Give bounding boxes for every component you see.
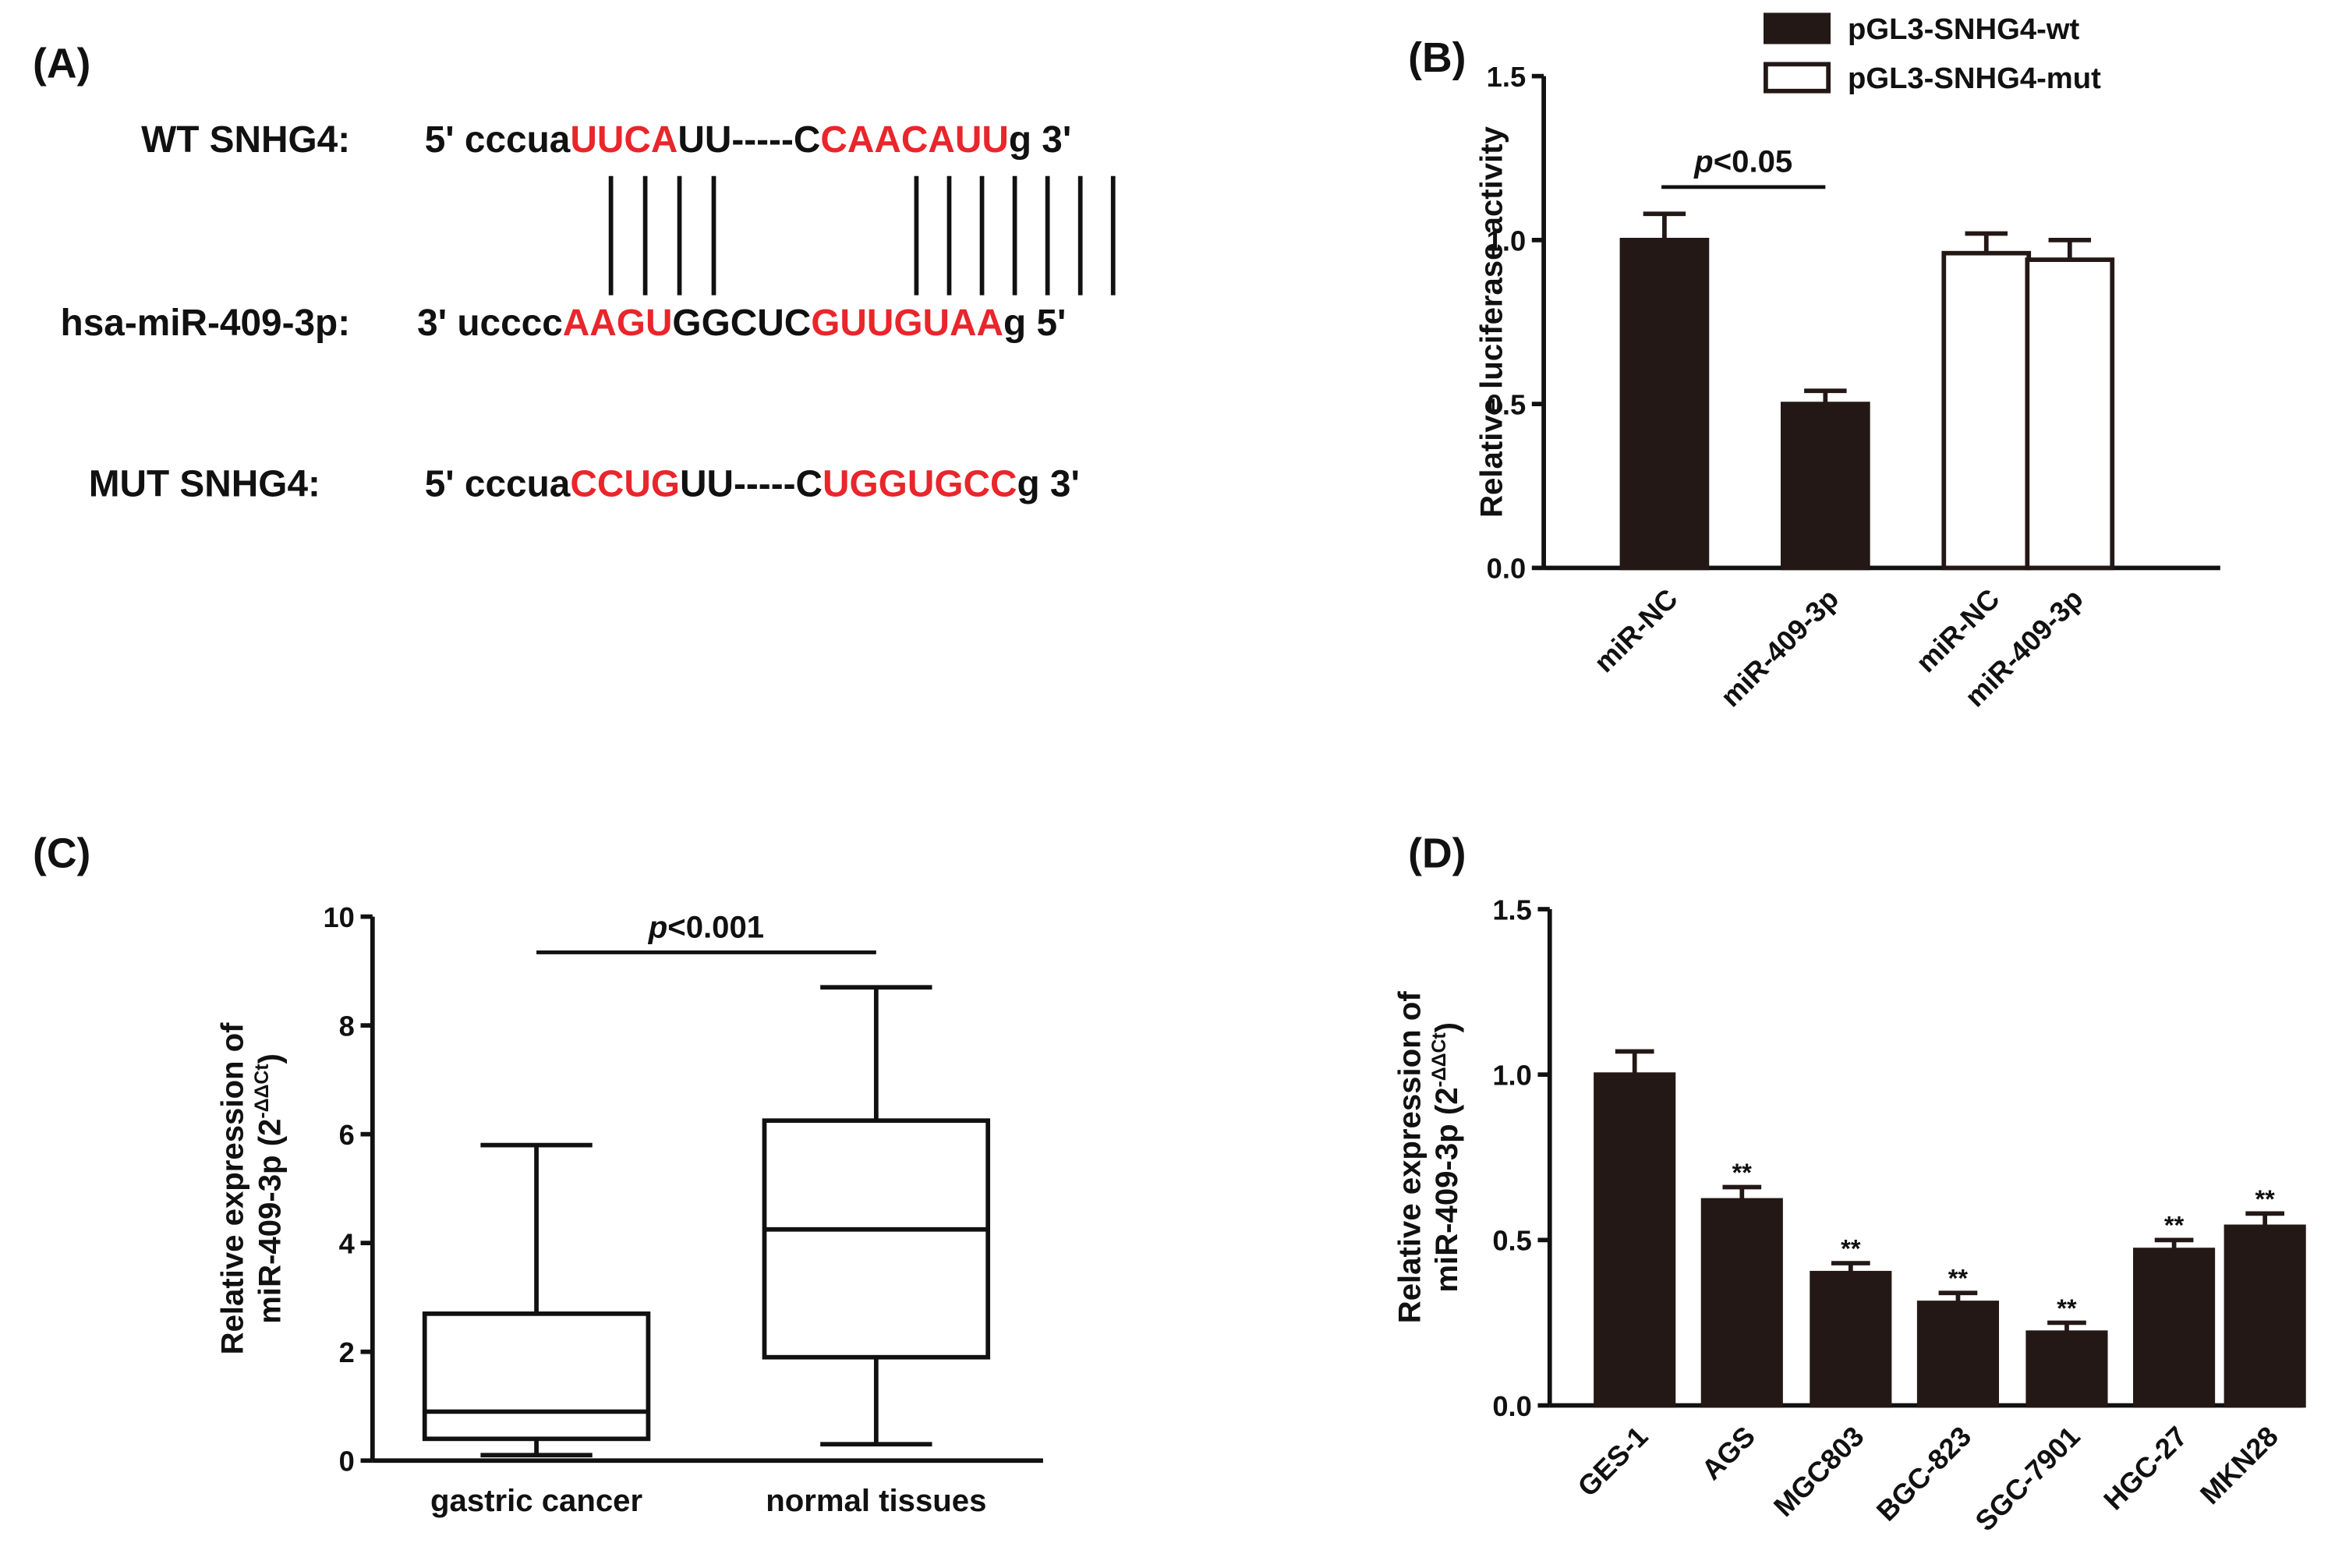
panel-tag: (D) [1408, 831, 1466, 877]
y-tick-label: 6 [339, 1119, 355, 1151]
x-tick-label: GES-1 [1571, 1420, 1654, 1503]
bar [1700, 1198, 1783, 1408]
sequence-segment: CAACAUU [820, 119, 1008, 161]
sequence-segment: 3' ucccc [417, 303, 563, 344]
legend-swatch [1764, 62, 1831, 94]
sequence-segment: UU-----C [678, 119, 820, 161]
significance-mark: ** [1732, 1159, 1753, 1187]
significance-label: p<0.001 [648, 909, 764, 944]
sequence-segment: UUCA [570, 119, 678, 161]
y-axis-label: Relative expression of [1392, 991, 1427, 1324]
x-tick-label: normal tissues [766, 1483, 986, 1518]
y-tick-label: 4 [339, 1228, 355, 1260]
y-axis-label: miR-409-3p (2-ΔΔCt) [252, 1053, 287, 1324]
y-axis-label-part: miR-409-3p (2 [1429, 1087, 1464, 1292]
x-tick-label: miR-409-3p [1714, 582, 1845, 713]
sequence: 5' cccuaCCUGUU-----CUGGUGCCg 3' [425, 464, 1080, 505]
y-tick-label: 8 [339, 1011, 355, 1042]
y-tick-label: 2 [339, 1336, 355, 1368]
y-axis-label: Relative expression of [215, 1022, 250, 1355]
panel-tag: (C) [33, 831, 90, 877]
y-axis-label-sup: -ΔΔCt [1429, 1032, 1450, 1087]
x-tick-label: miR-NC [1588, 582, 1684, 678]
sequence-segment: GGCUC [672, 303, 811, 344]
y-axis-label-part: ) [1429, 1022, 1464, 1032]
sequence: 3' uccccAAGUGGCUCGUUGUAAg 5' [417, 303, 1066, 344]
row-label: hsa-miR-409-3p: [61, 303, 351, 344]
x-tick-label: HGC-27 [2097, 1420, 2193, 1516]
y-tick-label: 0.5 [1492, 1225, 1531, 1257]
bar [1810, 1270, 1892, 1408]
y-axis-label-part: miR-409-3p (2 [252, 1119, 287, 1324]
sequence-segment: 5' cccua [425, 119, 571, 161]
y-axis-label: miR-409-3p (2-ΔΔCt) [1429, 1022, 1464, 1293]
legend-label: pGL3-SNHG4-wt [1848, 12, 2080, 46]
bar [2025, 1330, 2108, 1408]
box [762, 1118, 991, 1360]
panel-a: (A) [33, 41, 1116, 296]
y-tick-label: 1.0 [1492, 1060, 1531, 1092]
panel-tag: (B) [1408, 35, 1466, 81]
row-label: WT SNHG4: [141, 119, 350, 161]
sequence-segment: g 3' [1017, 464, 1079, 505]
p-value: <0.001 [667, 909, 764, 944]
x-tick-label: MKN28 [2194, 1420, 2284, 1510]
significance-mark: ** [1948, 1265, 1969, 1293]
p-symbol: p [648, 909, 668, 944]
significance-mark: ** [2255, 1185, 2276, 1213]
y-axis-label-part: ) [252, 1053, 287, 1064]
y-axis-label-sup: -ΔΔCt [252, 1064, 273, 1118]
row-label: MUT SNHG4: [89, 464, 320, 505]
legend-label: pGL3-SNHG4-mut [1848, 62, 2101, 95]
bar [1916, 1301, 2000, 1408]
bar [1619, 238, 1710, 571]
sequence-segment: AAGU [563, 303, 673, 344]
y-tick-label: 1.5 [1492, 894, 1531, 926]
sequence-segment: g 5' [1003, 303, 1066, 344]
bar [2224, 1224, 2306, 1408]
bar [1780, 402, 1870, 571]
sequence-segment: g 3' [1009, 119, 1071, 161]
significance-mark: ** [2057, 1294, 2077, 1322]
pairing-lines [608, 175, 1116, 296]
p-value: <0.05 [1714, 144, 1793, 179]
x-tick-label: BGC-823 [1870, 1420, 1977, 1527]
y-tick-label: 0.0 [1487, 553, 1526, 585]
bar [1941, 250, 2032, 571]
significance-mark: ** [1841, 1234, 1861, 1262]
sequence-segment: GUUGUAA [811, 303, 1003, 344]
y-tick-label: 0.5 [1487, 388, 1526, 420]
significance-mark: ** [2164, 1212, 2185, 1240]
p-symbol: p [1693, 144, 1714, 179]
y-tick-label: 1.5 [1487, 61, 1526, 93]
significance-label: p<0.05 [1693, 144, 1792, 179]
x-tick-label: MGC803 [1767, 1420, 1870, 1523]
x-tick-label: SGC-7901 [1969, 1420, 2086, 1537]
sequence-segment: 5' cccua [425, 464, 571, 505]
panel-tag: (A) [33, 41, 90, 87]
bar [2133, 1248, 2216, 1408]
y-tick-label: 0.0 [1492, 1390, 1531, 1422]
bar [1594, 1072, 1676, 1408]
sequence-segment: CCUG [570, 464, 680, 505]
y-tick-label: 1.0 [1487, 225, 1526, 257]
sequence-segment: UU-----C [680, 464, 823, 505]
box [422, 1311, 651, 1442]
sequence-segment: UGGUGCC [823, 464, 1017, 505]
x-tick-label: AGS [1695, 1420, 1761, 1486]
sequence: 5' cccuaUUCAUU-----CCAACAUUg 3' [425, 119, 1072, 161]
x-tick-label: gastric cancer [430, 1483, 642, 1518]
y-axis-label: Relative luciferase activity [1474, 126, 1509, 518]
y-tick-label: 0 [339, 1446, 355, 1478]
y-tick-label: 10 [324, 901, 355, 933]
bar [2025, 257, 2115, 571]
legend-swatch [1764, 12, 1831, 44]
